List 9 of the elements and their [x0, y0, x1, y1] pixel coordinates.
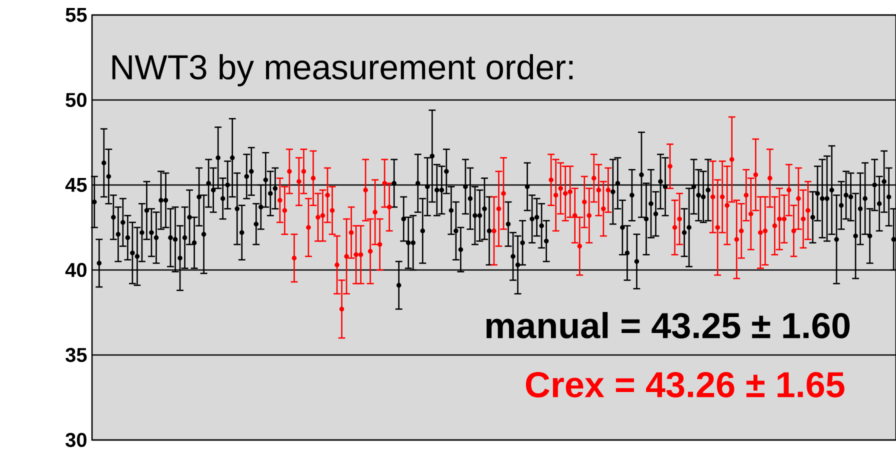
text: NWT3 by measurement order:	[112, 54, 573, 86]
y-tick-label: 40	[65, 262, 86, 278]
y-tick-label: 55	[66, 8, 87, 22]
y-tick-label: 50	[66, 92, 86, 108]
y-tick-label: 30	[66, 432, 86, 448]
y-tick-label: 45	[65, 178, 87, 192]
y-tick-label: 35	[66, 348, 87, 362]
annotation: Crex = 43.26 ± 1.65	[526, 372, 844, 398]
annotation: manual = 43.25 ± 1.60	[486, 312, 850, 338]
